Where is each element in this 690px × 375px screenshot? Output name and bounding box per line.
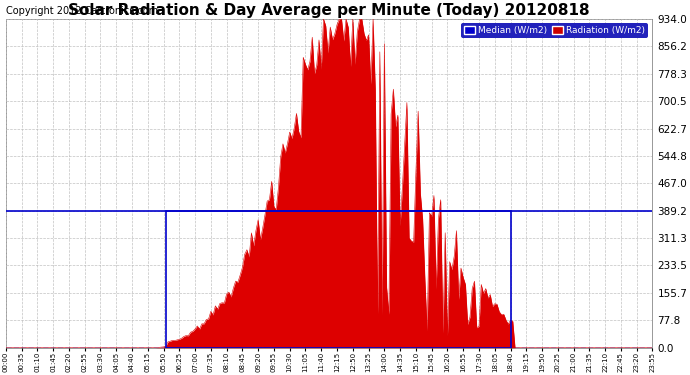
Legend: Median (W/m2), Radiation (W/m2): Median (W/m2), Radiation (W/m2) <box>461 24 648 38</box>
Text: Copyright 2012 Cartronics.com: Copyright 2012 Cartronics.com <box>6 6 158 16</box>
Title: Solar Radiation & Day Average per Minute (Today) 20120818: Solar Radiation & Day Average per Minute… <box>68 3 590 18</box>
Bar <box>166 211 511 348</box>
